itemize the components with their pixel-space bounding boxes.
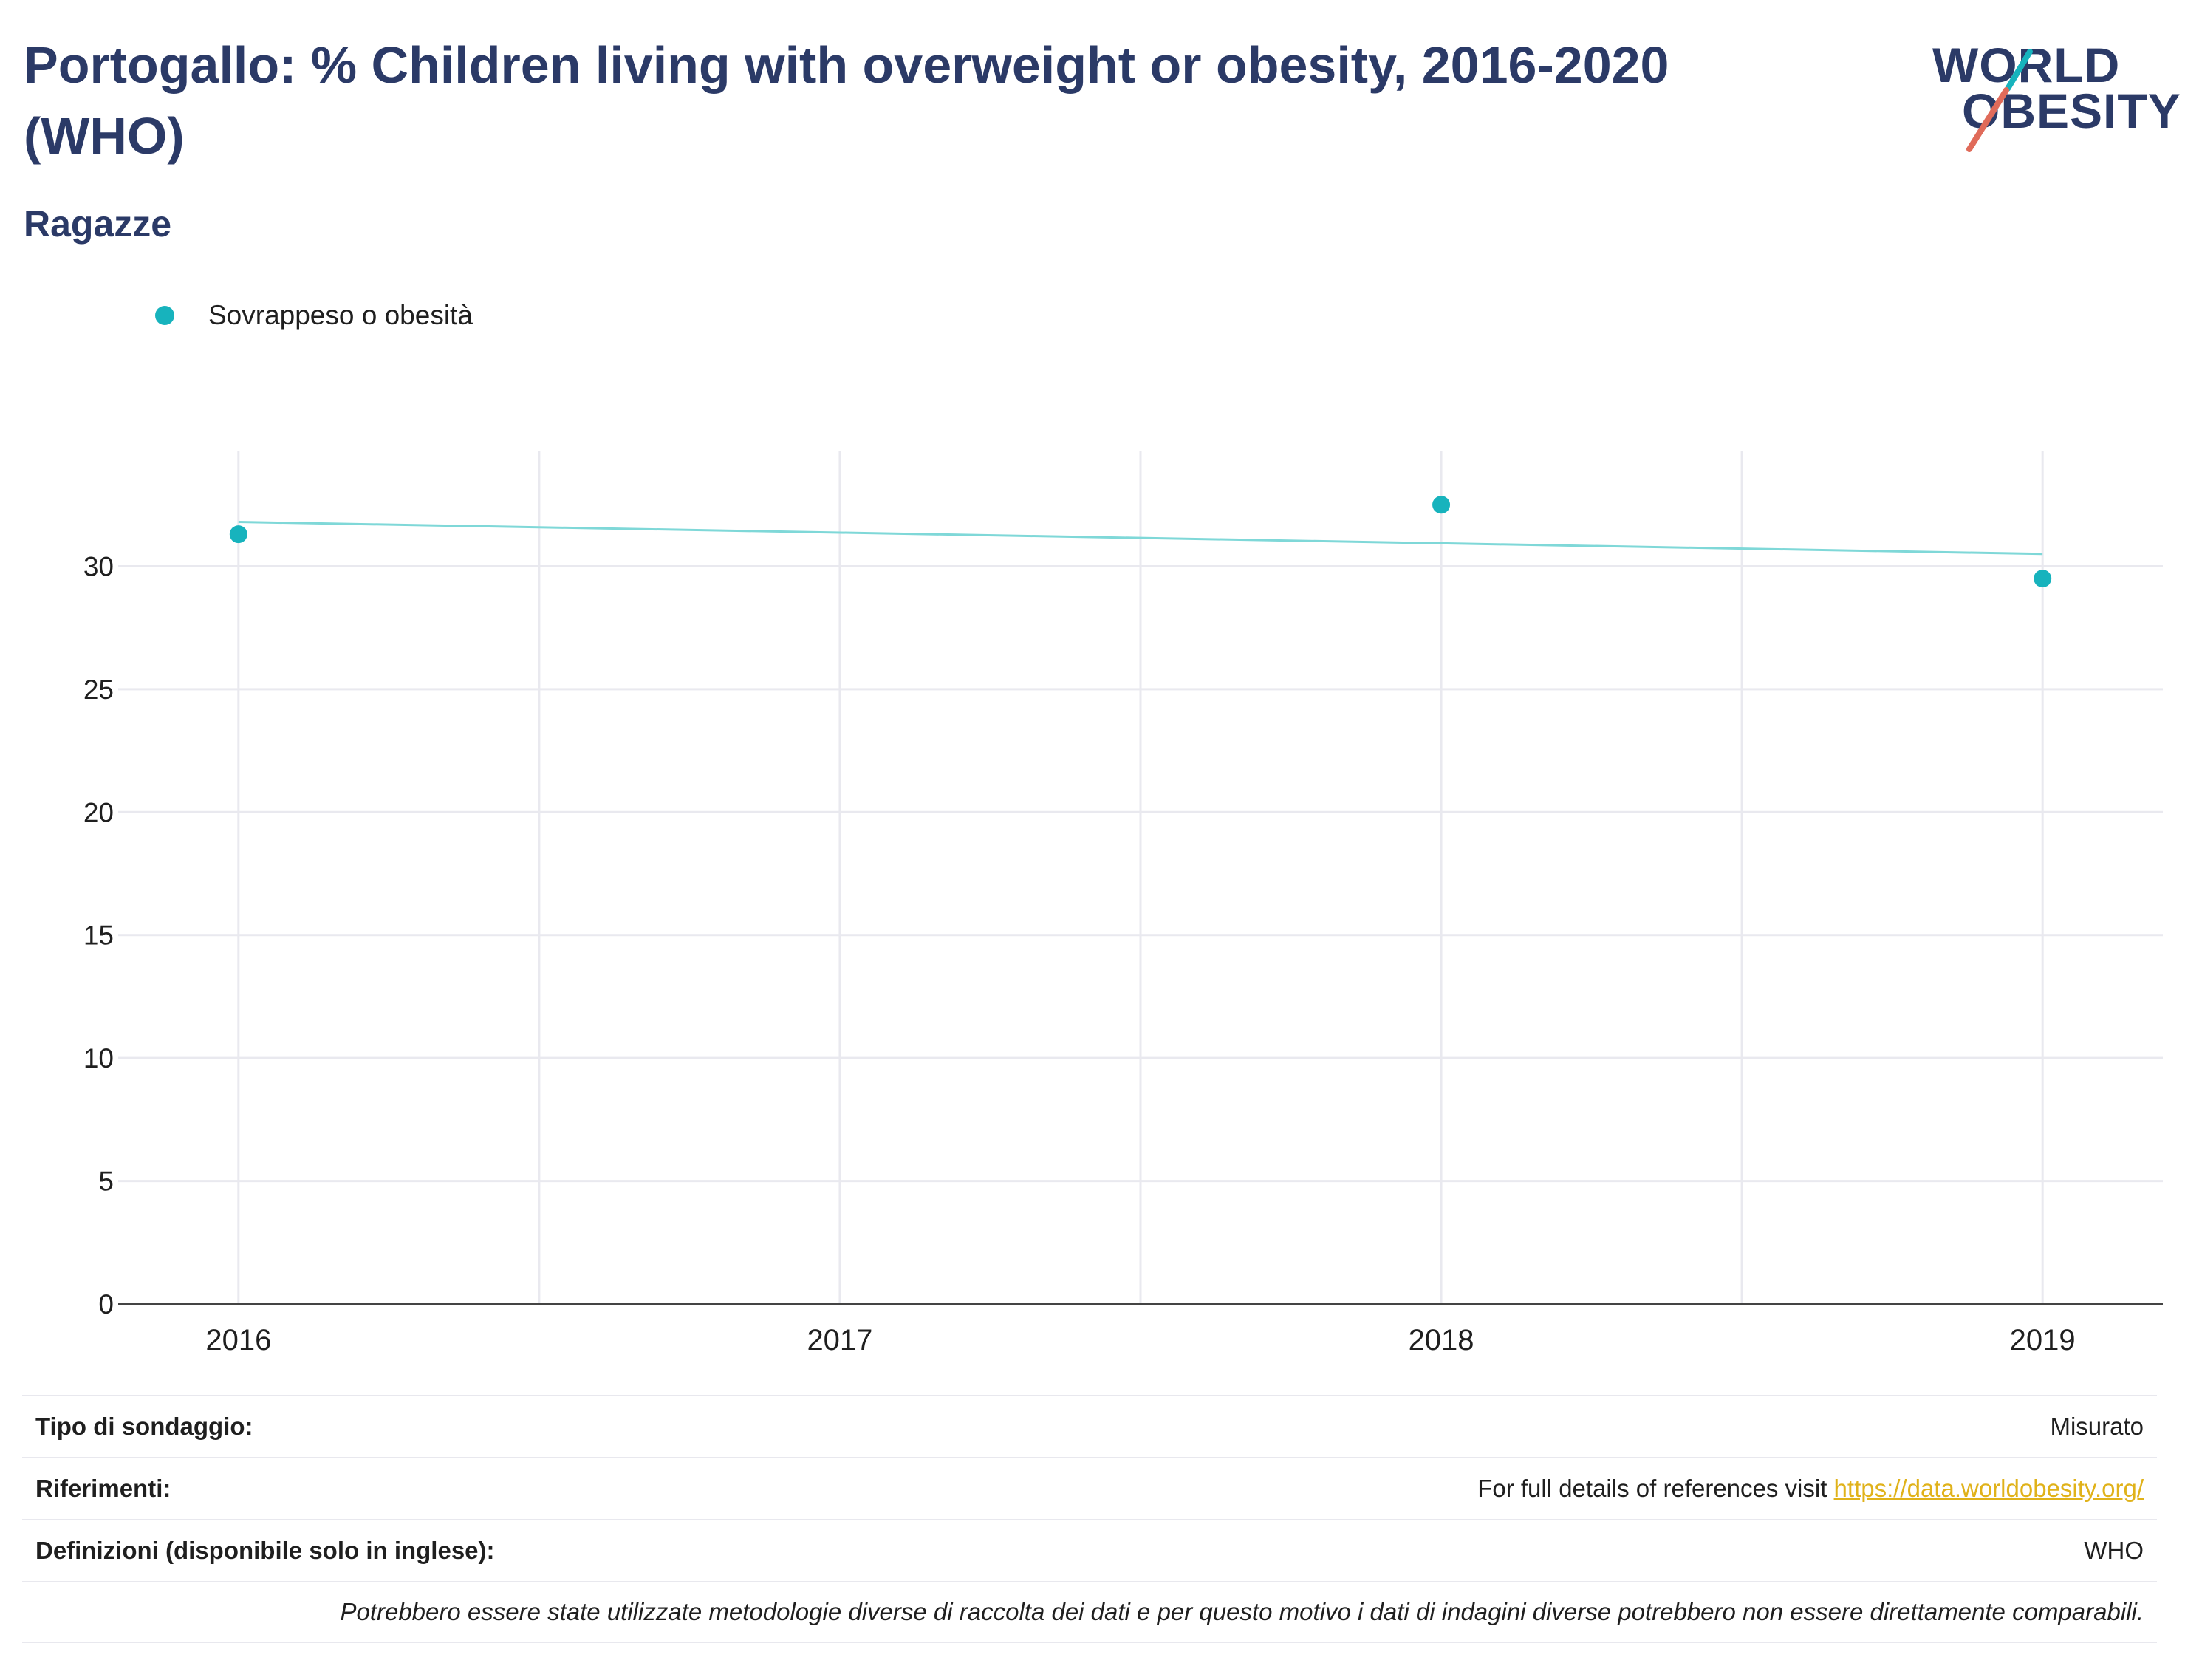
y-tick-label: 15 [83, 921, 114, 951]
info-row-survey-type: Tipo di sondaggio: Misurato [22, 1395, 2157, 1457]
x-tick-label: 2017 [807, 1324, 872, 1356]
data-point [229, 525, 247, 544]
info-table: Tipo di sondaggio: Misurato Riferimenti:… [22, 1395, 2157, 1643]
y-tick-label: 30 [83, 551, 114, 581]
trendline-layer [238, 521, 2043, 556]
chart-legend[interactable]: Sovrappeso o obesità [155, 297, 473, 334]
references-text: For full details of references visit [1477, 1475, 1834, 1502]
info-key: Riferimenti: [35, 1475, 171, 1502]
y-tick-label: 0 [98, 1289, 114, 1319]
trendline [238, 521, 2043, 556]
info-row-definitions: Definizioni (disponibile solo in inglese… [22, 1519, 2157, 1581]
data-point [2034, 570, 2052, 588]
x-axis-ticks: 2016 2017 2018 2019 [205, 1324, 2075, 1356]
info-row-references: Riferimenti: For full details of referen… [22, 1457, 2157, 1519]
info-value: Misurato [2050, 1413, 2144, 1440]
x-tick-label: 2018 [1409, 1324, 1474, 1356]
data-points [229, 496, 2052, 588]
scatter-chart: 0 5 10 15 20 25 30 2016 2017 2018 2019 [83, 451, 2163, 1356]
logo-slash-bottom [1966, 87, 2009, 152]
data-point [1432, 496, 1451, 514]
x-tick-label: 2019 [2010, 1324, 2076, 1356]
grid-lines [118, 451, 2163, 1304]
world-obesity-logo: WORLD OBESITY [1921, 22, 2181, 155]
logo-word-world: WORLD [1932, 38, 2121, 92]
info-value: WHO [2084, 1537, 2144, 1564]
y-tick-label: 10 [83, 1043, 114, 1073]
logo-slash-icon [1966, 49, 2033, 152]
chart-subtitle: Ragazze [24, 203, 172, 245]
x-tick-label: 2016 [205, 1324, 271, 1356]
y-tick-label: 5 [98, 1167, 114, 1197]
references-link[interactable]: https://data.worldobesity.org/ [1833, 1475, 2144, 1502]
chart-title: Portogallo: % Children living with overw… [24, 36, 1669, 165]
y-tick-label: 20 [83, 797, 114, 827]
legend-marker [155, 306, 174, 325]
info-value: For full details of references visit htt… [1477, 1475, 2144, 1503]
info-key: Tipo di sondaggio: [35, 1413, 253, 1440]
legend-label: Sovrappeso o obesità [208, 300, 473, 330]
y-axis-ticks: 0 5 10 15 20 25 30 [83, 551, 114, 1319]
methodology-note: Potrebbero essere state utilizzate metod… [22, 1581, 2157, 1643]
logo-slash-top [2005, 49, 2033, 92]
info-key: Definizioni (disponibile solo in inglese… [35, 1537, 495, 1564]
logo-word-obesity: OBESITY [1962, 83, 2181, 138]
y-tick-label: 25 [83, 675, 114, 705]
